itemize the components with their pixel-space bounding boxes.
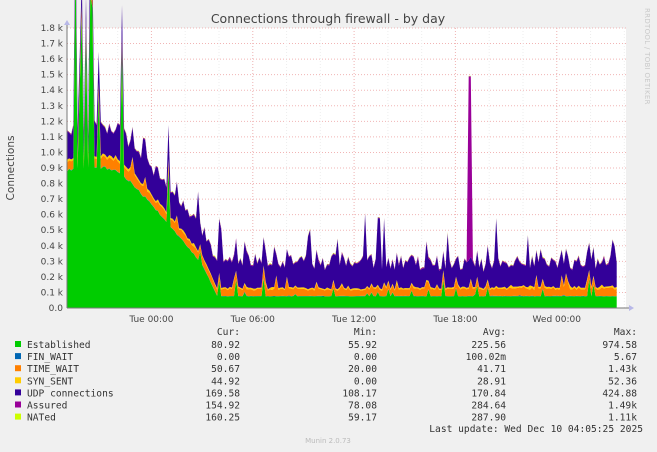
legend-value-max: 974.58 <box>602 340 637 351</box>
legend-value-avg: 170.84 <box>471 388 506 399</box>
legend-value-min: 55.92 <box>348 340 377 351</box>
legend-series-name: NATed <box>27 413 56 424</box>
x-tick-label: Tue 00:00 <box>128 315 173 325</box>
last-update: Last update: Wed Dec 10 04:05:25 2025 <box>429 424 643 435</box>
x-tick-labels: Tue 00:00 Tue 06:00 Tue 12:00 Tue 18:00 Wed … <box>128 315 581 325</box>
x-tick-label: Tue 06:00 <box>230 315 275 325</box>
legend-value-avg: 100.02m <box>466 352 507 363</box>
x-tick-label: Tue 18:00 <box>432 315 477 325</box>
legend-value-max: 1.11k <box>608 413 637 424</box>
legend-series-name: Established <box>27 340 91 351</box>
y-tick-label: 1.5 k <box>41 71 64 81</box>
y-tick-label: 1.1 k <box>41 133 64 143</box>
y-tick-label: 0.9 k <box>41 164 64 174</box>
x-tick-label: Wed 00:00 <box>533 315 582 325</box>
area-udp-connections <box>67 0 617 290</box>
legend-value-avg: 41.71 <box>477 364 506 375</box>
y-axis-arrow <box>64 20 70 25</box>
legend-value-max: 1.49k <box>608 401 637 412</box>
legend-value-max: 5.67 <box>614 352 637 363</box>
y-tick-label: 0.0 <box>49 304 64 314</box>
y-tick-label: 1.0 k <box>41 148 64 158</box>
axes <box>64 20 634 311</box>
y-tick-label: 0.3 k <box>41 257 64 267</box>
legend-swatch <box>15 389 21 396</box>
legend-series-name: UDP connections <box>27 388 114 399</box>
legend-value-cur: 169.58 <box>205 388 240 399</box>
y-tick-label: 0.2 k <box>41 273 64 283</box>
legend-table: Cur: Min: Avg: Max: Established 80.92 55.92 225… <box>15 327 637 424</box>
chart-title: Connections through firewall - by day <box>211 11 446 26</box>
legend-swatch <box>15 377 21 384</box>
legend-col-header: Max: <box>614 327 637 338</box>
legend-value-min: 0.00 <box>354 352 377 363</box>
legend-col-header: Avg: <box>483 327 506 338</box>
legend-value-avg: 225.56 <box>471 340 506 351</box>
legend-series-name: FIN_WAIT <box>27 352 73 363</box>
legend-value-avg: 28.91 <box>477 376 506 387</box>
y-tick-label: 1.4 k <box>41 86 64 96</box>
legend-swatch <box>15 413 21 420</box>
legend-value-cur: 80.92 <box>211 340 240 351</box>
legend-value-min: 59.17 <box>348 413 377 424</box>
legend-value-min: 78.08 <box>348 401 377 412</box>
legend-value-min: 0.00 <box>354 376 377 387</box>
legend-value-cur: 160.25 <box>205 413 240 424</box>
rrdtool-side-label: RRDTOOL / TOBI OETIKER <box>643 8 651 105</box>
y-tick-label: 0.8 k <box>41 180 64 190</box>
y-tick-labels: 0.0 0.1 k 0.2 k 0.3 k 0.4 k 0.5 k 0.6 k 0.7 k 0.… <box>41 24 64 314</box>
y-tick-label: 0.5 k <box>41 226 64 236</box>
y-tick-label: 1.2 k <box>41 117 64 127</box>
legend-value-cur: 44.92 <box>211 376 240 387</box>
legend-swatch <box>15 401 21 408</box>
legend-value-cur: 154.92 <box>205 401 240 412</box>
legend-value-avg: 284.64 <box>471 401 506 412</box>
legend-col-header: Min: <box>354 327 377 338</box>
y-tick-label: 1.7 k <box>41 40 64 50</box>
y-tick-label: 1.8 k <box>41 24 64 34</box>
legend-swatch <box>15 341 21 347</box>
x-axis-arrow <box>629 305 634 311</box>
legend-value-max: 52.36 <box>608 376 637 387</box>
y-tick-label: 0.4 k <box>41 242 64 252</box>
x-tick-label: Tue 12:00 <box>331 315 376 325</box>
y-tick-label: 0.1 k <box>41 288 64 298</box>
legend-value-cur: 50.67 <box>211 364 240 375</box>
munin-version: Munin 2.0.73 <box>305 437 351 445</box>
stacked-areas <box>67 0 617 308</box>
y-tick-label: 1.6 k <box>41 55 64 65</box>
legend-swatch <box>15 353 21 360</box>
legend-value-cur: 0.00 <box>217 352 240 363</box>
y-tick-label: 0.7 k <box>41 195 64 205</box>
y-axis-label: Connections <box>5 136 17 201</box>
legend-value-min: 20.00 <box>348 364 377 375</box>
legend-value-avg: 287.90 <box>471 413 506 424</box>
legend-series-name: TIME_WAIT <box>27 364 79 375</box>
y-tick-label: 0.6 k <box>41 211 64 221</box>
legend-col-header: Cur: <box>217 327 240 338</box>
legend-value-max: 424.88 <box>602 388 637 399</box>
legend-series-name: SYN_SENT <box>27 376 73 387</box>
area-established <box>67 0 617 308</box>
legend-value-min: 108.17 <box>342 388 377 399</box>
legend-series-name: Assured <box>27 401 67 412</box>
y-tick-label: 1.3 k <box>41 102 64 112</box>
legend-value-max: 1.43k <box>608 364 637 375</box>
legend-swatch <box>15 365 21 372</box>
